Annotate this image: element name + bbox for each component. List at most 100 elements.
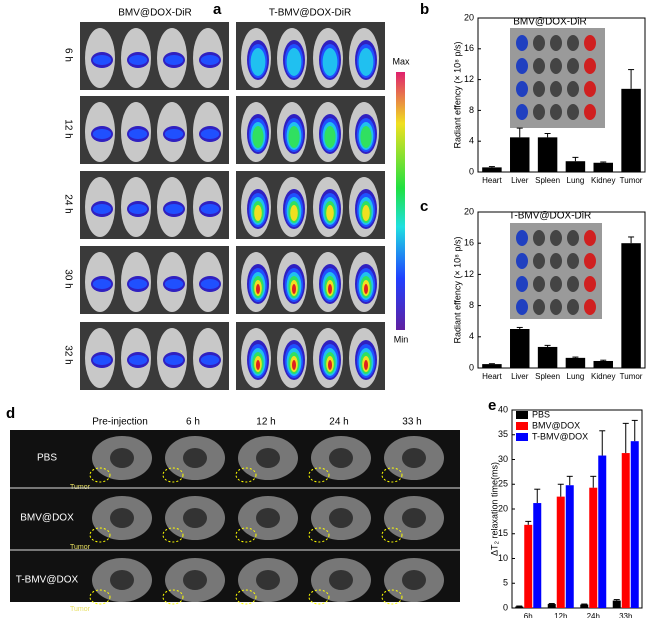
signal [360, 126, 372, 148]
y-tick-label: 0 [469, 166, 474, 176]
y-axis-label: Radiant effency (× 10⁸ p/s) [452, 42, 462, 149]
legend-label: BMV@DOX [532, 420, 580, 430]
x-tick-label: 6h [524, 612, 533, 618]
organ [567, 58, 579, 74]
y-tick-label: 40 [498, 404, 508, 414]
panel-label: a [213, 1, 222, 18]
mri-inner [110, 570, 134, 590]
axes-frame [477, 17, 646, 173]
row-label: 32 h [62, 345, 73, 364]
organ [533, 299, 545, 315]
organ [550, 104, 562, 120]
signal [322, 48, 338, 76]
organ [567, 253, 579, 269]
x-tick-label: 12h [554, 612, 567, 618]
signal [200, 355, 220, 365]
organ [516, 81, 528, 97]
bar [621, 243, 641, 368]
bar [533, 503, 542, 608]
bar [565, 485, 574, 608]
y-tick-label: 25 [498, 479, 508, 489]
tumor-outline [89, 589, 111, 605]
organ [516, 230, 528, 246]
organ [516, 35, 528, 51]
signal [252, 126, 264, 148]
x-tick-label: Tumor [620, 372, 643, 381]
organ [516, 299, 528, 315]
organ [567, 35, 579, 51]
bar [556, 496, 565, 608]
column-header: BMV@DOX-DiR [118, 8, 192, 19]
signal [364, 360, 368, 370]
signal [288, 126, 300, 148]
signal [364, 284, 368, 294]
x-tick-label: Lung [567, 372, 585, 381]
bar [537, 346, 558, 368]
signal [286, 48, 302, 76]
chart-title: T-BMV@DOX-DiR [509, 211, 591, 222]
signal [292, 284, 296, 294]
bar [565, 357, 586, 368]
mri-inner [256, 570, 280, 590]
organ [584, 253, 596, 269]
y-tick-label: 20 [464, 12, 474, 22]
x-tick-label: 24h [587, 612, 600, 618]
legend-label: PBS [532, 409, 550, 419]
signal [128, 55, 148, 65]
y-tick-label: 5 [503, 578, 508, 588]
y-tick-label: 16 [464, 43, 474, 53]
signal [292, 360, 296, 370]
y-tick-label: 10 [498, 553, 508, 563]
bar [593, 360, 613, 368]
signal [164, 55, 184, 65]
row-label: PBS [37, 453, 57, 464]
signal [92, 129, 112, 139]
tumor-outline [308, 527, 330, 543]
mri-inner [329, 448, 353, 468]
organ [533, 253, 545, 269]
y-tick-label: 4 [469, 331, 474, 341]
tumor-outline [308, 467, 330, 483]
tumor-outline [381, 467, 403, 483]
bar [589, 487, 598, 608]
y-tick-label: 4 [469, 136, 474, 146]
x-tick-label: Heart [482, 372, 502, 381]
y-tick-label: 20 [498, 503, 508, 513]
legend-swatch [516, 422, 528, 430]
signal [200, 129, 220, 139]
tumor-outline [162, 589, 184, 605]
y-tick-label: 0 [503, 602, 508, 612]
mri-inner [402, 508, 426, 528]
row-label: 30 h [62, 269, 73, 288]
signal [164, 204, 184, 214]
signal [362, 205, 370, 221]
bar [510, 329, 530, 368]
legend-label: T-BMV@DOX [532, 431, 588, 441]
row-label: BMV@DOX [20, 513, 74, 524]
column-header: Pre-injection [92, 417, 148, 428]
signal [92, 55, 112, 65]
colorbar-label: Max [392, 56, 410, 66]
tumor-outline [381, 527, 403, 543]
organ [533, 276, 545, 292]
organ [516, 276, 528, 292]
bar [598, 455, 607, 608]
mri-inner [256, 448, 280, 468]
signal [128, 129, 148, 139]
bar [482, 364, 502, 368]
organ [584, 81, 596, 97]
signal [200, 279, 220, 289]
legend-swatch [516, 411, 528, 419]
bar [537, 137, 558, 172]
organ [567, 230, 579, 246]
mri-inner [329, 570, 353, 590]
y-tick-label: 12 [464, 269, 474, 279]
bar [547, 604, 556, 608]
y-tick-label: 30 [498, 454, 508, 464]
signal [164, 355, 184, 365]
tumor-outline [381, 589, 403, 605]
chart-title: BMV@DOX-DiR [513, 17, 587, 28]
tumor-outline [89, 527, 111, 543]
organ [533, 81, 545, 97]
